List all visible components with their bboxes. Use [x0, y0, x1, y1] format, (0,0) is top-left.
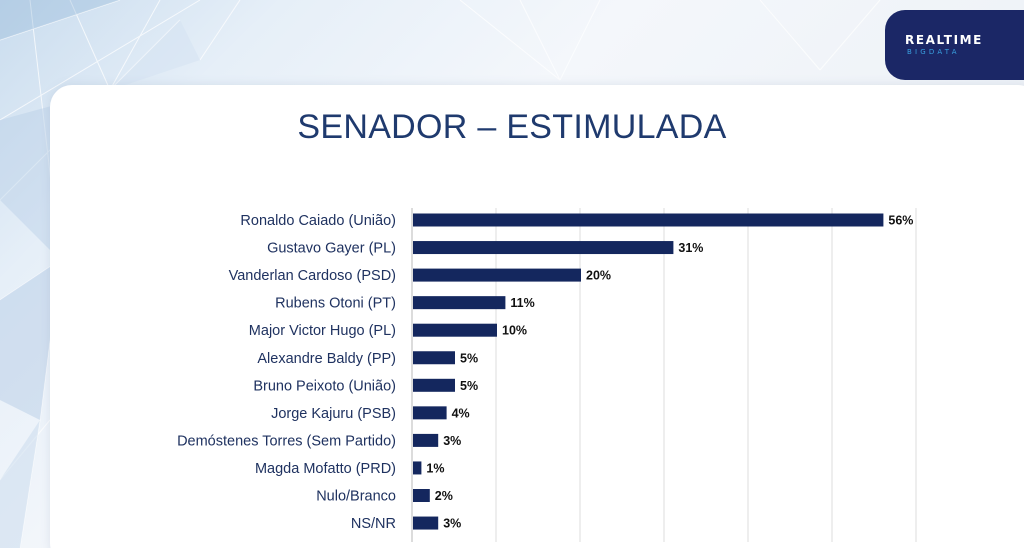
value-label: 31%: [678, 241, 703, 255]
brand-logo-subtext: BIGDATA: [907, 48, 960, 56]
bar: [413, 268, 581, 282]
category-label: Ronaldo Caiado (União): [240, 213, 396, 229]
category-label: Alexandre Baldy (PP): [257, 351, 396, 367]
brand-logo-text: REALTIME: [905, 33, 983, 47]
brand-logo-box: [885, 10, 1024, 80]
bar: [413, 489, 430, 502]
value-label: 1%: [426, 461, 444, 475]
bar: [413, 406, 447, 420]
category-label: Magda Mofatto (PRD): [255, 461, 396, 477]
bar: [413, 433, 439, 447]
category-label: Demóstenes Torres (Sem Partido): [177, 433, 396, 449]
chart-gridlines: [411, 208, 917, 542]
value-label: 5%: [460, 379, 478, 393]
bar: [413, 213, 884, 227]
value-label: 20%: [586, 269, 611, 283]
value-label: 4%: [452, 406, 470, 420]
value-label: 3%: [443, 434, 461, 448]
category-label: Nulo/Branco: [316, 489, 396, 505]
category-label: Gustavo Gayer (PL): [267, 241, 396, 257]
bar: [413, 516, 439, 530]
category-label: Major Victor Hugo (PL): [249, 323, 396, 339]
value-label: 5%: [460, 351, 478, 365]
value-label: 10%: [502, 324, 527, 338]
content-card: [50, 85, 1024, 548]
category-label: Bruno Peixoto (União): [253, 378, 396, 394]
category-label: Vanderlan Cardoso (PSD): [229, 268, 396, 284]
category-label: Rubens Otoni (PT): [275, 296, 396, 312]
category-label: Jorge Kajuru (PSB): [271, 406, 396, 422]
bar: [413, 351, 455, 365]
chart-title: SENADOR – ESTIMULADA: [297, 108, 727, 146]
chart-bars: Ronaldo Caiado (União) 56% Gustavo Gayer (…: [177, 213, 913, 532]
value-label: 2%: [435, 489, 453, 503]
value-label: 11%: [510, 296, 534, 310]
bar: [413, 378, 455, 392]
bar: [413, 461, 422, 475]
bar: [413, 323, 497, 337]
value-label: 56%: [888, 214, 913, 228]
bar: [413, 241, 674, 255]
bar: [413, 296, 506, 310]
category-label: NS/NR: [351, 516, 396, 532]
value-label: 3%: [443, 517, 461, 531]
